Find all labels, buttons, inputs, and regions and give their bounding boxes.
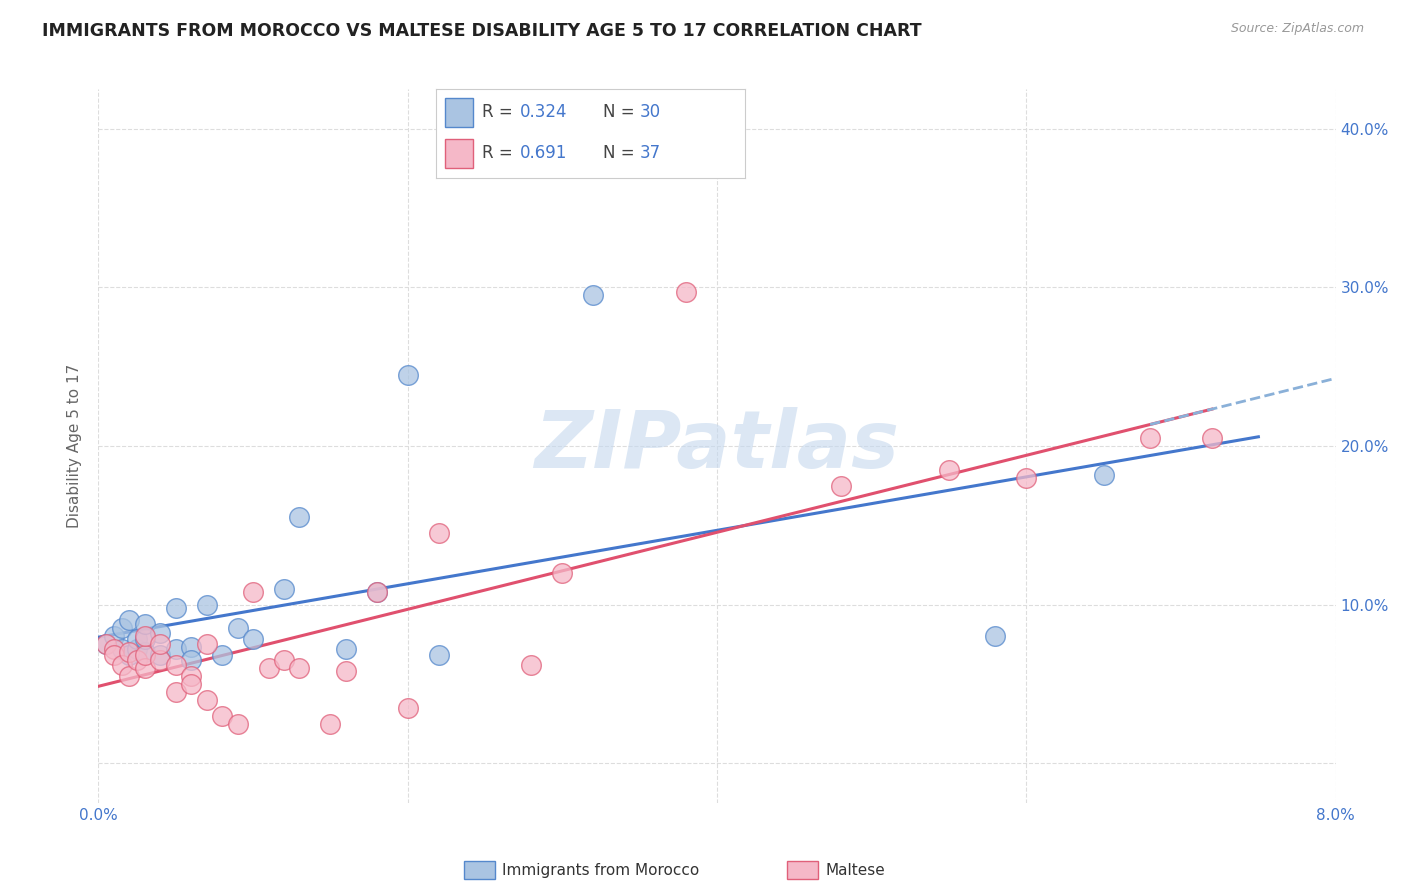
Point: [288, 661, 311, 675]
Point: [335, 642, 357, 657]
Point: [180, 640, 202, 655]
Point: [149, 648, 172, 663]
Point: [226, 716, 249, 731]
Point: [103, 648, 125, 663]
Point: [134, 616, 156, 631]
Point: [366, 585, 388, 599]
Point: [211, 648, 233, 663]
Point: [118, 648, 141, 663]
Text: R =: R =: [482, 145, 519, 162]
Point: [111, 657, 134, 672]
Point: [1092, 467, 1115, 482]
Bar: [446, 139, 472, 168]
Point: [111, 642, 134, 657]
Point: [319, 716, 342, 731]
Point: [242, 585, 264, 599]
Text: R =: R =: [482, 103, 519, 121]
Point: [830, 478, 852, 492]
Point: [111, 621, 134, 635]
Point: [551, 566, 574, 580]
Point: [195, 598, 218, 612]
Text: 37: 37: [640, 145, 661, 162]
Text: Maltese: Maltese: [825, 863, 884, 878]
Point: [180, 677, 202, 691]
Point: [520, 657, 543, 672]
Point: [257, 661, 280, 675]
Text: 30: 30: [640, 103, 661, 121]
Point: [149, 653, 172, 667]
Point: [103, 629, 125, 643]
Text: N =: N =: [603, 103, 640, 121]
Point: [180, 653, 202, 667]
Point: [149, 626, 172, 640]
Text: Immigrants from Morocco: Immigrants from Morocco: [502, 863, 699, 878]
Point: [273, 653, 295, 667]
Point: [127, 642, 149, 657]
Point: [675, 285, 697, 300]
Text: 0.324: 0.324: [519, 103, 567, 121]
Point: [427, 648, 450, 663]
Point: [149, 637, 172, 651]
Point: [134, 648, 156, 663]
Point: [366, 585, 388, 599]
Point: [118, 669, 141, 683]
Point: [396, 700, 419, 714]
Y-axis label: Disability Age 5 to 17: Disability Age 5 to 17: [67, 364, 83, 528]
Point: [226, 621, 249, 635]
Point: [134, 629, 156, 643]
Point: [127, 653, 149, 667]
Point: [127, 632, 149, 647]
Point: [103, 642, 125, 657]
Text: Source: ZipAtlas.com: Source: ZipAtlas.com: [1230, 22, 1364, 36]
Point: [134, 661, 156, 675]
Point: [211, 708, 233, 723]
Text: ZIPatlas: ZIPatlas: [534, 407, 900, 485]
Point: [396, 368, 419, 382]
Point: [165, 657, 187, 672]
Point: [118, 645, 141, 659]
Point: [195, 692, 218, 706]
Point: [165, 685, 187, 699]
Point: [134, 632, 156, 647]
Point: [165, 600, 187, 615]
Point: [938, 463, 960, 477]
Point: [984, 629, 1007, 643]
Point: [96, 637, 118, 651]
Point: [427, 526, 450, 541]
Point: [1139, 431, 1161, 445]
Point: [288, 510, 311, 524]
Point: [165, 642, 187, 657]
Point: [118, 614, 141, 628]
Text: 0.691: 0.691: [519, 145, 567, 162]
Point: [1201, 431, 1223, 445]
Point: [1015, 471, 1038, 485]
Point: [273, 582, 295, 596]
Bar: [446, 98, 472, 127]
Point: [134, 645, 156, 659]
Point: [242, 632, 264, 647]
Point: [195, 637, 218, 651]
Point: [335, 664, 357, 678]
Text: N =: N =: [603, 145, 640, 162]
Text: IMMIGRANTS FROM MOROCCO VS MALTESE DISABILITY AGE 5 TO 17 CORRELATION CHART: IMMIGRANTS FROM MOROCCO VS MALTESE DISAB…: [42, 22, 922, 40]
Point: [180, 669, 202, 683]
Point: [582, 288, 605, 302]
Point: [96, 637, 118, 651]
